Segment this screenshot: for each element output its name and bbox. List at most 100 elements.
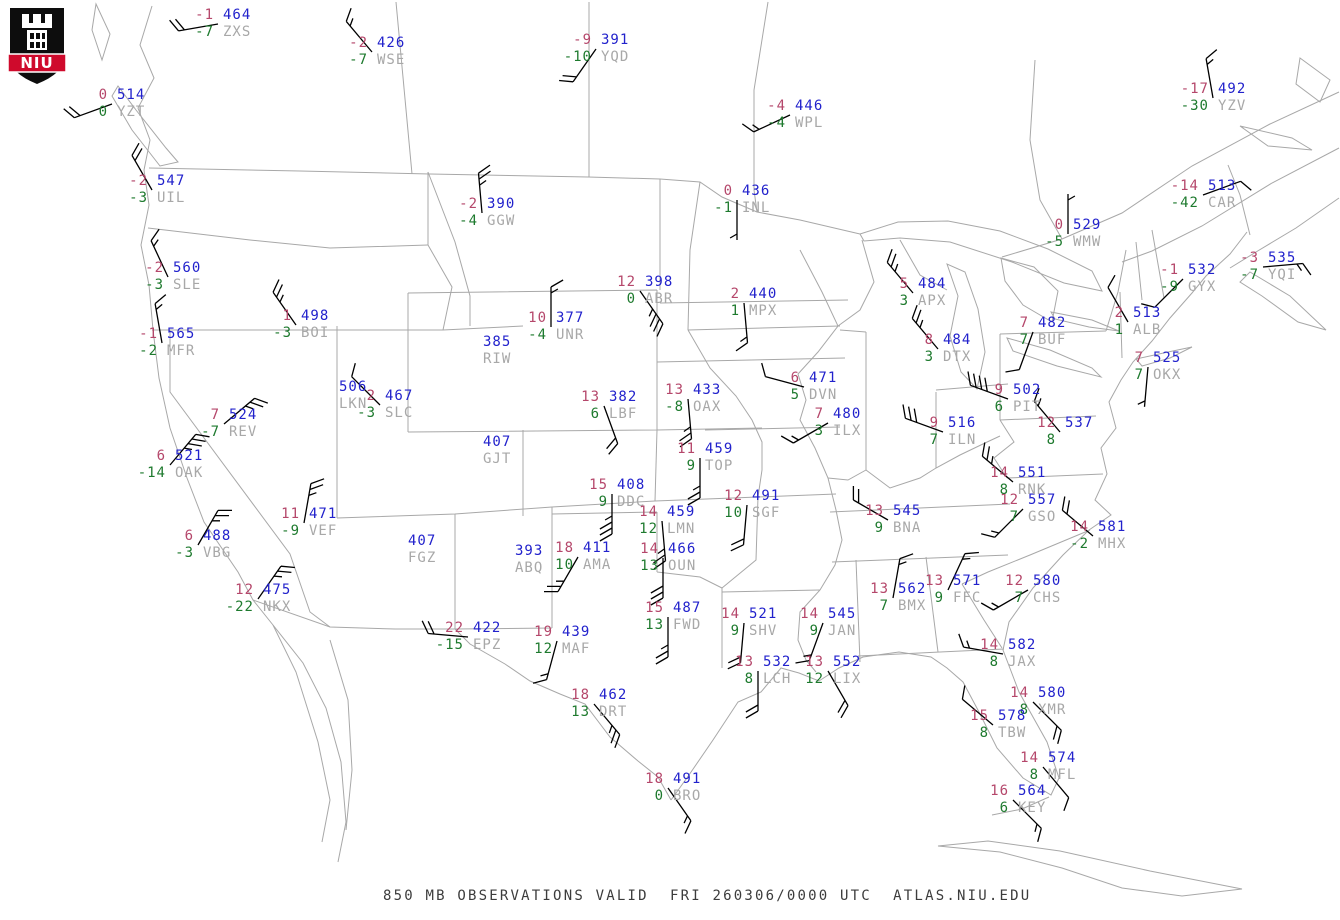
station-dewpoint: 8 <box>989 654 999 670</box>
wi-mi-border <box>899 239 948 291</box>
station-height: 529 <box>1073 217 1102 233</box>
station-dewpoint: -3 <box>273 325 292 341</box>
station-dewpoint: -7 <box>195 24 214 40</box>
station-height: 580 <box>1038 685 1067 701</box>
station-height: 565 <box>167 326 196 342</box>
mb-on-border <box>753 1 769 213</box>
station-height: 433 <box>693 382 722 398</box>
station-id: WMW <box>1073 234 1102 250</box>
station-dewpoint: -5 <box>1045 234 1064 250</box>
station-plot-YZV: -17 492 -30 YZV <box>1173 81 1283 115</box>
station-id: DRT <box>599 704 628 720</box>
station-dewpoint: 7 <box>1009 509 1019 525</box>
station-height: 574 <box>1048 750 1077 766</box>
station-dewpoint: -7 <box>201 424 220 440</box>
station-plot-BUF: 7 482 7 BUF <box>993 315 1103 349</box>
wind-barb-MPX <box>735 302 749 352</box>
station-id: GJT <box>483 451 512 467</box>
station-plot-EPZ: 22 422 -15 EPZ <box>428 620 538 654</box>
station-height: 582 <box>1008 637 1037 653</box>
station-plot-AMA: 18 411 10 AMA <box>538 540 648 574</box>
station-height: 532 <box>1188 262 1217 278</box>
station-id: DDC <box>617 494 646 510</box>
station-id: ILN <box>948 432 977 448</box>
station-height: 446 <box>795 98 824 114</box>
station-temperature: 9 <box>929 415 939 431</box>
station-plot-MHX: 14 581 -2 MHX <box>1053 519 1163 553</box>
id-nv-ut-border <box>442 325 524 331</box>
station-dewpoint: -9 <box>1160 279 1179 295</box>
station-temperature: 11 <box>677 441 696 457</box>
station-height: 506 <box>339 379 368 395</box>
station-id: SLE <box>173 277 202 293</box>
station-temperature <box>470 543 515 560</box>
station-temperature: 14 <box>800 606 819 622</box>
niu-logo: NIU <box>8 8 66 84</box>
wind-barb-OKX <box>1137 366 1149 407</box>
station-dewpoint: 9 <box>730 623 740 639</box>
station-id: GYX <box>1188 279 1217 295</box>
station-temperature: -2 <box>349 35 368 51</box>
station-height: 475 <box>263 582 292 598</box>
station-plot-TBW: 15 578 8 TBW <box>953 708 1063 742</box>
station-plot-APX: 5 484 3 APX <box>873 276 983 310</box>
station-plot-ILN: 9 516 7 ILN <box>903 415 1013 449</box>
station-height: 407 <box>408 533 437 549</box>
station-dewpoint: -3 <box>175 545 194 561</box>
wyoming-borders <box>407 289 658 433</box>
station-height: 557 <box>1028 492 1057 508</box>
station-dewpoint: 0 <box>626 291 636 307</box>
station-dewpoint: 8 <box>1019 702 1029 718</box>
station-temperature: 13 <box>581 389 600 405</box>
station-dewpoint: 10 <box>724 505 743 521</box>
wind-barb-WPL <box>741 114 791 133</box>
station-plot-REV: 7 524 -7 REV <box>184 407 294 441</box>
long-island <box>1135 346 1193 367</box>
wind-barb-LMN <box>653 520 667 570</box>
wind-barb-BNA <box>852 486 889 521</box>
nd-sd-border <box>659 299 849 304</box>
station-height: 525 <box>1153 350 1182 366</box>
station-temperature: 0 <box>1054 217 1064 233</box>
station-dewpoint: 8 <box>1046 432 1056 448</box>
station-plot-ILX: 7 480 3 ILX <box>788 406 898 440</box>
wind-barb-ILN <box>902 404 944 433</box>
station-temperature: 19 <box>534 624 553 640</box>
station-temperature: 13 <box>925 573 944 589</box>
station-dewpoint: 8 <box>979 725 989 741</box>
wind-barb-BOI <box>272 279 297 326</box>
station-dewpoint: -30 <box>1180 98 1209 114</box>
station-temperature: 7 <box>1019 315 1029 331</box>
lake-superior <box>859 220 1103 292</box>
station-height: 484 <box>943 332 972 348</box>
station-plot-UNR: 10 377 -4 UNR <box>511 310 621 344</box>
missouri-river <box>687 329 763 498</box>
station-id: UNR <box>556 327 585 343</box>
station-height: 562 <box>898 581 927 597</box>
station-dewpoint: 1 <box>1114 322 1124 338</box>
mn-ia-border <box>687 325 841 331</box>
station-dewpoint: 8 <box>999 482 1009 498</box>
station-id: FGZ <box>408 550 437 566</box>
station-temperature: -2 <box>129 173 148 189</box>
station-plot-GYX: -1 532 -9 GYX <box>1143 262 1253 296</box>
station-height: 521 <box>749 606 778 622</box>
station-plot-BNA: 13 545 9 BNA <box>848 503 958 537</box>
station-dewpoint: -42 <box>1170 195 1199 211</box>
station-temperature: 14 <box>640 541 659 557</box>
wind-barb-SGF <box>730 504 748 552</box>
station-height: 377 <box>556 310 585 326</box>
logo-text: NIU <box>20 54 53 72</box>
station-height: 459 <box>705 441 734 457</box>
station-height: 551 <box>1018 465 1047 481</box>
atlantic-gulf-coast <box>670 231 1248 801</box>
station-plot-GGW: -2 390 -4 GGW <box>442 196 552 230</box>
wind-barb-BUF <box>1005 331 1034 373</box>
station-id: WSE <box>377 52 406 68</box>
station-plot-MPX: 2 440 1 MPX <box>704 286 814 320</box>
station-height: 564 <box>1018 783 1047 799</box>
canada-border <box>148 167 861 235</box>
gulf-of-california <box>329 639 353 831</box>
wind-barb-UNR <box>550 279 564 327</box>
station-id: GGW <box>487 213 516 229</box>
